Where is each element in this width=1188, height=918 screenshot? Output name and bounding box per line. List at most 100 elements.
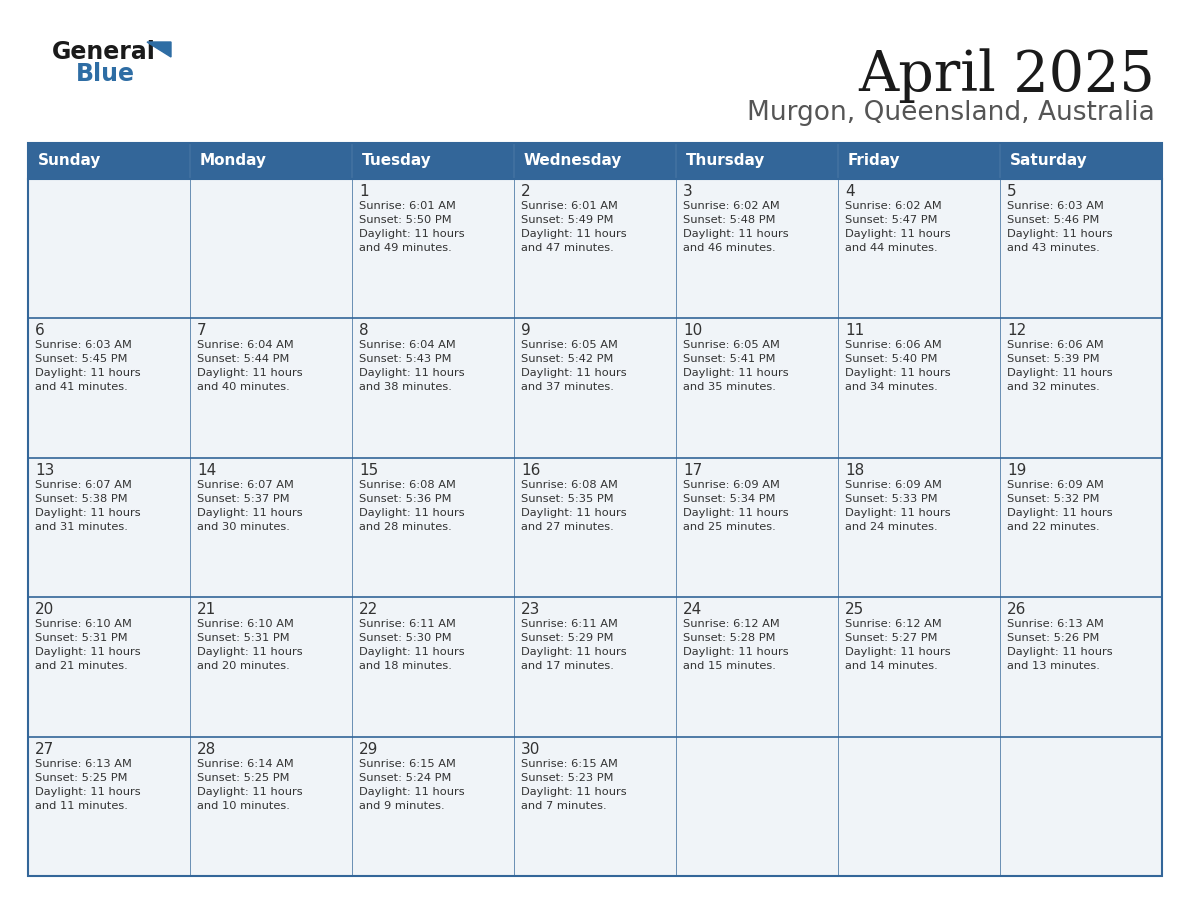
Text: Sunset: 5:35 PM: Sunset: 5:35 PM xyxy=(522,494,614,504)
Text: Sunrise: 6:02 AM: Sunrise: 6:02 AM xyxy=(845,201,942,211)
Text: Sunrise: 6:01 AM: Sunrise: 6:01 AM xyxy=(359,201,456,211)
Text: Sunrise: 6:10 AM: Sunrise: 6:10 AM xyxy=(34,620,132,629)
Text: 20: 20 xyxy=(34,602,55,617)
Text: Daylight: 11 hours: Daylight: 11 hours xyxy=(34,508,140,518)
Text: Sunrise: 6:15 AM: Sunrise: 6:15 AM xyxy=(359,758,456,768)
Text: and 20 minutes.: and 20 minutes. xyxy=(197,661,290,671)
Text: and 43 minutes.: and 43 minutes. xyxy=(1007,243,1100,253)
Text: Sunset: 5:50 PM: Sunset: 5:50 PM xyxy=(359,215,451,225)
Text: and 18 minutes.: and 18 minutes. xyxy=(359,661,451,671)
Text: Sunset: 5:47 PM: Sunset: 5:47 PM xyxy=(845,215,937,225)
Text: Sunset: 5:43 PM: Sunset: 5:43 PM xyxy=(359,354,451,364)
Bar xyxy=(29,143,1162,876)
Text: Sunrise: 6:08 AM: Sunrise: 6:08 AM xyxy=(359,480,456,490)
Text: Sunset: 5:38 PM: Sunset: 5:38 PM xyxy=(34,494,127,504)
Text: and 9 minutes.: and 9 minutes. xyxy=(359,800,444,811)
Text: Sunset: 5:25 PM: Sunset: 5:25 PM xyxy=(34,773,127,783)
Text: and 32 minutes.: and 32 minutes. xyxy=(1007,383,1100,392)
Text: Daylight: 11 hours: Daylight: 11 hours xyxy=(522,647,626,657)
Text: 21: 21 xyxy=(197,602,216,617)
Text: and 22 minutes.: and 22 minutes. xyxy=(1007,521,1100,532)
Text: 18: 18 xyxy=(845,463,864,477)
Text: Sunset: 5:29 PM: Sunset: 5:29 PM xyxy=(522,633,613,644)
Text: Sunset: 5:28 PM: Sunset: 5:28 PM xyxy=(683,633,776,644)
Text: Daylight: 11 hours: Daylight: 11 hours xyxy=(1007,508,1113,518)
Text: and 30 minutes.: and 30 minutes. xyxy=(197,521,290,532)
Text: and 17 minutes.: and 17 minutes. xyxy=(522,661,614,671)
Text: Tuesday: Tuesday xyxy=(362,153,431,169)
Text: and 31 minutes.: and 31 minutes. xyxy=(34,521,128,532)
Bar xyxy=(29,458,1162,598)
Text: 13: 13 xyxy=(34,463,55,477)
Text: Daylight: 11 hours: Daylight: 11 hours xyxy=(1007,647,1113,657)
Text: Daylight: 11 hours: Daylight: 11 hours xyxy=(522,787,626,797)
Text: and 24 minutes.: and 24 minutes. xyxy=(845,521,937,532)
Text: Sunrise: 6:11 AM: Sunrise: 6:11 AM xyxy=(522,620,618,629)
Text: Daylight: 11 hours: Daylight: 11 hours xyxy=(845,368,950,378)
Text: Sunrise: 6:03 AM: Sunrise: 6:03 AM xyxy=(1007,201,1104,211)
Text: Sunrise: 6:04 AM: Sunrise: 6:04 AM xyxy=(197,341,293,351)
Text: Sunset: 5:48 PM: Sunset: 5:48 PM xyxy=(683,215,776,225)
Text: Sunset: 5:39 PM: Sunset: 5:39 PM xyxy=(1007,354,1100,364)
Text: and 11 minutes.: and 11 minutes. xyxy=(34,800,128,811)
Text: Daylight: 11 hours: Daylight: 11 hours xyxy=(845,647,950,657)
Text: Daylight: 11 hours: Daylight: 11 hours xyxy=(197,647,303,657)
Text: Sunset: 5:26 PM: Sunset: 5:26 PM xyxy=(1007,633,1099,644)
Text: and 34 minutes.: and 34 minutes. xyxy=(845,383,937,392)
Text: and 15 minutes.: and 15 minutes. xyxy=(683,661,776,671)
Text: Sunrise: 6:06 AM: Sunrise: 6:06 AM xyxy=(845,341,942,351)
Text: and 21 minutes.: and 21 minutes. xyxy=(34,661,128,671)
Text: Sunrise: 6:03 AM: Sunrise: 6:03 AM xyxy=(34,341,132,351)
Text: Sunset: 5:34 PM: Sunset: 5:34 PM xyxy=(683,494,776,504)
Text: Sunset: 5:32 PM: Sunset: 5:32 PM xyxy=(1007,494,1100,504)
Text: Thursday: Thursday xyxy=(685,153,765,169)
Text: and 7 minutes.: and 7 minutes. xyxy=(522,800,607,811)
Text: Sunset: 5:44 PM: Sunset: 5:44 PM xyxy=(197,354,290,364)
Text: Blue: Blue xyxy=(76,62,135,86)
Text: Sunset: 5:33 PM: Sunset: 5:33 PM xyxy=(845,494,937,504)
Text: Daylight: 11 hours: Daylight: 11 hours xyxy=(197,368,303,378)
Text: 16: 16 xyxy=(522,463,541,477)
Text: Sunrise: 6:13 AM: Sunrise: 6:13 AM xyxy=(1007,620,1104,629)
Text: and 25 minutes.: and 25 minutes. xyxy=(683,521,776,532)
Text: 23: 23 xyxy=(522,602,541,617)
Text: Daylight: 11 hours: Daylight: 11 hours xyxy=(359,229,465,239)
Text: Sunset: 5:27 PM: Sunset: 5:27 PM xyxy=(845,633,937,644)
Text: Daylight: 11 hours: Daylight: 11 hours xyxy=(845,508,950,518)
Text: Daylight: 11 hours: Daylight: 11 hours xyxy=(34,647,140,657)
Text: 17: 17 xyxy=(683,463,702,477)
Text: Sunrise: 6:12 AM: Sunrise: 6:12 AM xyxy=(683,620,779,629)
Text: Sunrise: 6:12 AM: Sunrise: 6:12 AM xyxy=(845,620,942,629)
Text: Sunset: 5:41 PM: Sunset: 5:41 PM xyxy=(683,354,776,364)
Text: and 35 minutes.: and 35 minutes. xyxy=(683,383,776,392)
Text: Sunset: 5:23 PM: Sunset: 5:23 PM xyxy=(522,773,613,783)
Text: Daylight: 11 hours: Daylight: 11 hours xyxy=(359,787,465,797)
Text: Sunrise: 6:15 AM: Sunrise: 6:15 AM xyxy=(522,758,618,768)
Text: 2: 2 xyxy=(522,184,531,199)
Text: 10: 10 xyxy=(683,323,702,339)
Text: 1: 1 xyxy=(359,184,368,199)
Text: and 37 minutes.: and 37 minutes. xyxy=(522,383,614,392)
Text: and 46 minutes.: and 46 minutes. xyxy=(683,243,776,253)
Text: April 2025: April 2025 xyxy=(858,48,1155,103)
Text: 3: 3 xyxy=(683,184,693,199)
Text: Sunset: 5:42 PM: Sunset: 5:42 PM xyxy=(522,354,613,364)
Text: 6: 6 xyxy=(34,323,45,339)
Text: and 10 minutes.: and 10 minutes. xyxy=(197,800,290,811)
Text: Sunrise: 6:14 AM: Sunrise: 6:14 AM xyxy=(197,758,293,768)
Text: Sunrise: 6:10 AM: Sunrise: 6:10 AM xyxy=(197,620,293,629)
Text: Daylight: 11 hours: Daylight: 11 hours xyxy=(1007,368,1113,378)
Text: Daylight: 11 hours: Daylight: 11 hours xyxy=(522,508,626,518)
Text: Sunrise: 6:01 AM: Sunrise: 6:01 AM xyxy=(522,201,618,211)
Text: 9: 9 xyxy=(522,323,531,339)
Polygon shape xyxy=(147,42,171,57)
Text: Sunrise: 6:08 AM: Sunrise: 6:08 AM xyxy=(522,480,618,490)
Text: Daylight: 11 hours: Daylight: 11 hours xyxy=(522,229,626,239)
Text: Daylight: 11 hours: Daylight: 11 hours xyxy=(845,229,950,239)
Text: 11: 11 xyxy=(845,323,864,339)
Text: Sunday: Sunday xyxy=(38,153,101,169)
Text: Daylight: 11 hours: Daylight: 11 hours xyxy=(197,787,303,797)
Text: Daylight: 11 hours: Daylight: 11 hours xyxy=(522,368,626,378)
Bar xyxy=(29,179,1162,319)
Text: 5: 5 xyxy=(1007,184,1017,199)
